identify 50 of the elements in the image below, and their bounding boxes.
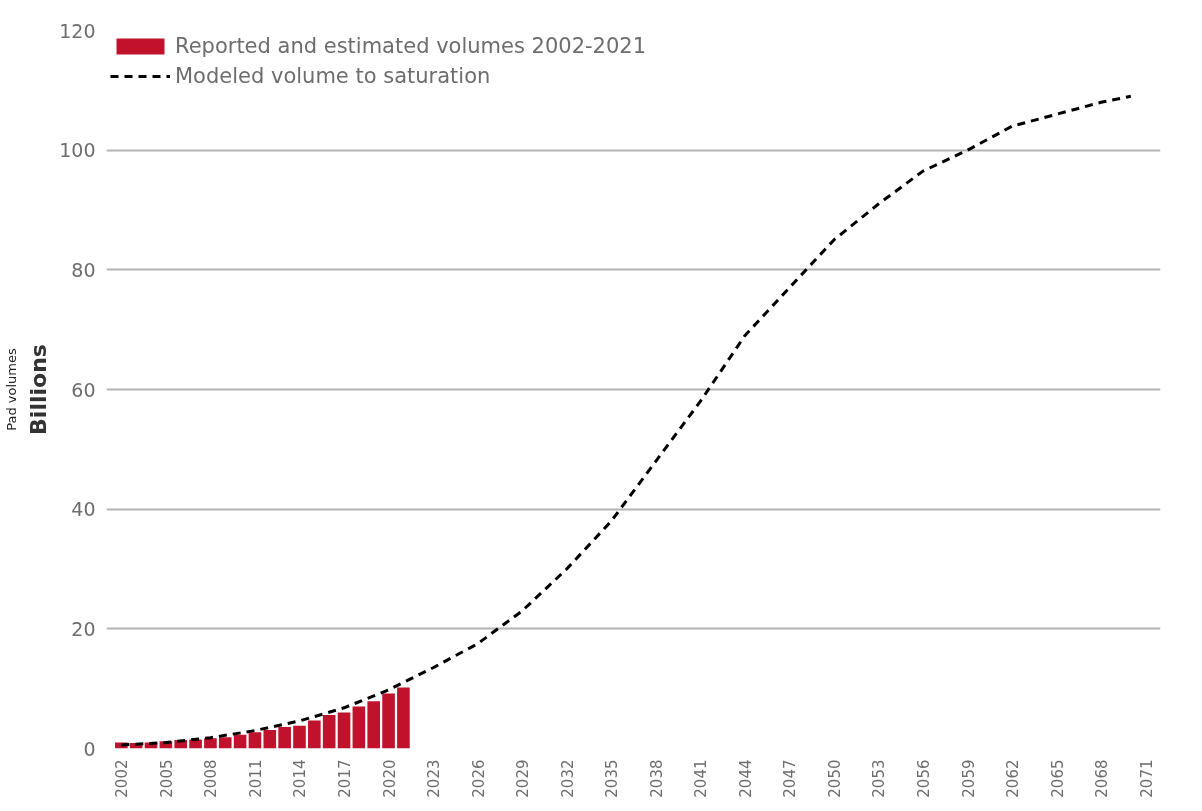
y-tick-label: 20 (71, 617, 96, 640)
y-tick-label: 100 (59, 139, 96, 162)
legend-label: Reported and estimated volumes 2002-2021 (175, 34, 647, 58)
x-tick-label: 2017 (336, 759, 355, 798)
bar (263, 729, 277, 749)
x-tick-label: 2065 (1048, 759, 1067, 798)
bar (397, 687, 410, 749)
bar (218, 737, 232, 749)
bar (337, 712, 351, 749)
bar (248, 732, 262, 749)
x-tick-label: 2068 (1093, 759, 1112, 798)
x-tick-label: 2014 (291, 759, 310, 798)
text: Pad volumes (3, 348, 19, 431)
y-tick-label: 40 (71, 498, 96, 521)
line-series (119, 94, 1133, 747)
y-tick-label: 120 (59, 19, 96, 42)
y-tick-label: 80 (71, 258, 96, 281)
bar (367, 701, 381, 749)
x-tick-label: 2053 (870, 759, 889, 798)
bar (204, 738, 217, 749)
x-tick-label: 2056 (914, 759, 933, 798)
x-tick-label: 2050 (825, 759, 844, 798)
bar (233, 734, 247, 749)
x-tick-label: 2041 (692, 759, 711, 798)
x-tick-label: 2035 (603, 759, 622, 798)
x-tick-label: 2047 (781, 759, 800, 798)
x-tick-label: 2032 (558, 759, 577, 798)
bar (352, 706, 366, 749)
x-tick-label: 2029 (514, 759, 533, 798)
x-tick-label: 2071 (1137, 759, 1156, 798)
x-tick-label: 2026 (469, 759, 488, 798)
x-tick-label: 2008 (202, 759, 221, 798)
bar (322, 714, 336, 749)
x-tick-label: 2020 (380, 759, 399, 798)
bar (382, 693, 395, 749)
x-tick-label: 2002 (113, 759, 132, 798)
y-tick-label: 60 (71, 378, 96, 401)
x-tick-label: 2011 (246, 759, 265, 798)
bar (293, 725, 306, 749)
y-tick-label: 0 (83, 737, 96, 760)
bar (308, 720, 321, 749)
legend-label: Modeled volume to saturation (175, 64, 491, 88)
y-axis-title: Billions (26, 344, 52, 435)
x-tick-label: 2023 (425, 759, 444, 798)
x-tick-label: 2059 (959, 759, 978, 798)
bar (278, 726, 291, 749)
x-tick-label: 2062 (1004, 759, 1023, 798)
x-tick-label: 2044 (736, 759, 755, 798)
x-tick-label: 2005 (157, 759, 176, 798)
x-tick-label: 2038 (647, 759, 666, 798)
